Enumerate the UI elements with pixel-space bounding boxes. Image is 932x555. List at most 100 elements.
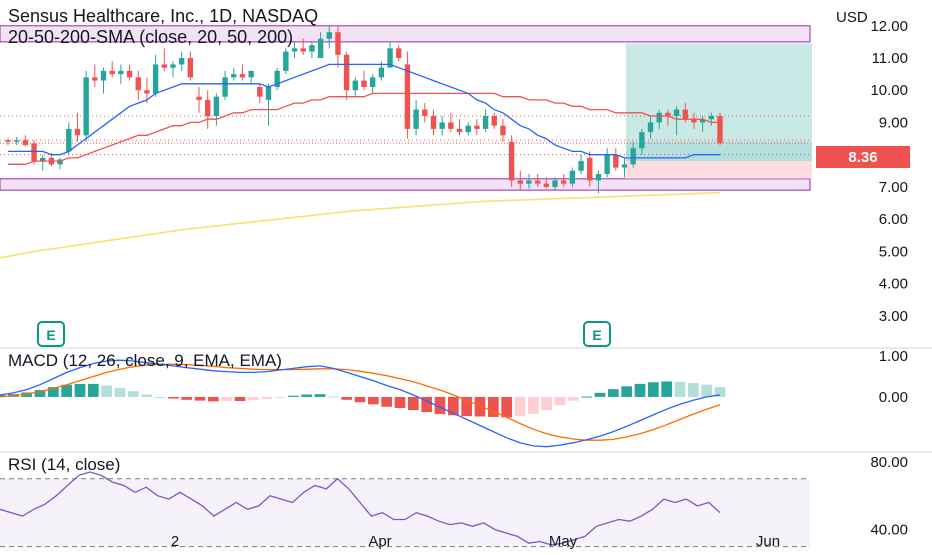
candle	[326, 25, 332, 49]
candle	[665, 109, 671, 126]
price-tick-label: 12.00	[870, 18, 908, 35]
candle-body	[587, 157, 593, 181]
candle-body	[5, 140, 11, 142]
candle	[561, 174, 567, 187]
candle-body	[665, 112, 671, 116]
macd-histogram-bar	[114, 387, 126, 397]
candle	[404, 51, 411, 139]
macd-signal-line	[0, 363, 721, 441]
macd-histogram-bar	[261, 396, 272, 399]
candle-body	[109, 70, 115, 75]
candle-body	[40, 157, 46, 162]
candle-body	[448, 122, 454, 129]
macd-histogram-bar	[141, 394, 152, 397]
macd-histogram-bar	[208, 396, 219, 402]
macd-histogram-bar	[568, 396, 579, 401]
macd-legend[interactable]: MACD (12, 26, close, 9, EMA, EMA)	[8, 351, 282, 370]
candle-body	[309, 45, 315, 52]
candle	[717, 112, 723, 145]
candle-body	[222, 77, 228, 97]
macd-histogram-bar	[474, 396, 486, 417]
candle	[508, 135, 515, 187]
macd-histogram-bar	[48, 387, 59, 397]
macd-histogram-bar	[194, 396, 206, 401]
candle-body	[361, 80, 367, 87]
candle-body	[74, 128, 81, 136]
candle	[639, 128, 645, 155]
sma-200-line	[0, 191, 721, 259]
candle	[170, 61, 176, 78]
candle-body	[187, 58, 194, 78]
candle-body	[639, 132, 645, 149]
candle	[135, 70, 141, 100]
candle-body	[630, 148, 636, 165]
time-tick-label: May	[549, 533, 578, 550]
candle-body	[135, 77, 141, 91]
macd-pane	[0, 359, 726, 448]
macd-histogram-bar	[608, 389, 619, 397]
candle	[534, 174, 541, 187]
candle	[213, 93, 220, 126]
macd-histogram-bar	[128, 391, 139, 397]
resistance-zone	[0, 25, 811, 43]
macd-tick-label: 0.00	[879, 389, 908, 406]
candle	[144, 77, 150, 104]
macd-histogram-bar	[341, 396, 352, 400]
candle	[500, 119, 506, 142]
candle-body	[717, 116, 723, 144]
earnings-marker[interactable]: E	[37, 321, 65, 347]
macd-histogram-bar	[368, 396, 379, 405]
candles	[5, 25, 723, 194]
candle	[595, 170, 602, 194]
candle-body	[691, 119, 697, 123]
macd-histogram-bar	[248, 396, 259, 401]
candle	[482, 109, 489, 133]
macd-histogram-bar	[101, 385, 112, 397]
candle	[343, 51, 350, 100]
candle	[118, 64, 124, 84]
macd-histogram-bar	[434, 396, 446, 415]
candle	[708, 112, 715, 126]
candle-body	[248, 70, 254, 78]
candle-body	[699, 119, 706, 123]
candle-body	[673, 109, 680, 116]
sma-20-line	[8, 63, 720, 159]
candle-body	[161, 64, 167, 68]
macd-histogram-bar	[74, 383, 86, 397]
macd-histogram-bar	[168, 396, 179, 399]
macd-histogram-bar	[714, 387, 726, 397]
svg-text:8.36: 8.36	[848, 149, 877, 166]
macd-histogram-bar	[408, 396, 419, 410]
macd-histogram-bar	[501, 396, 512, 418]
candle	[673, 106, 680, 136]
macd-histogram-bar	[701, 384, 712, 397]
candle	[109, 61, 115, 78]
candle-body	[66, 128, 72, 152]
earnings-marker[interactable]: E	[583, 321, 611, 347]
candle	[152, 54, 159, 97]
macd-histogram-bar	[421, 396, 432, 413]
candle	[656, 109, 662, 129]
rsi-line	[0, 471, 721, 546]
candle-body	[526, 180, 532, 184]
candle-body	[335, 32, 341, 55]
price-tick-label: 4.00	[879, 276, 908, 293]
candle	[587, 151, 593, 187]
candle	[422, 103, 428, 123]
candle-body	[378, 67, 385, 78]
candle	[396, 45, 402, 62]
macd-histogram-bar	[301, 394, 312, 397]
time-axis[interactable]: 2 Apr May Jun	[171, 533, 780, 550]
price-tick-label: 11.00	[872, 50, 908, 67]
study-legend[interactable]: 20-50-200-SMA (close, 20, 50, 200)	[8, 27, 293, 47]
candle-body	[543, 183, 550, 187]
macd-histogram-bar	[354, 396, 366, 403]
rsi-legend[interactable]: RSI (14, close)	[8, 455, 120, 474]
price-axis[interactable]: 12.0011.0010.009.008.007.006.005.004.003…	[870, 18, 908, 539]
svg-text:E: E	[46, 327, 55, 343]
candle-body	[369, 77, 376, 87]
candle-body	[100, 70, 107, 81]
candle	[621, 157, 628, 178]
